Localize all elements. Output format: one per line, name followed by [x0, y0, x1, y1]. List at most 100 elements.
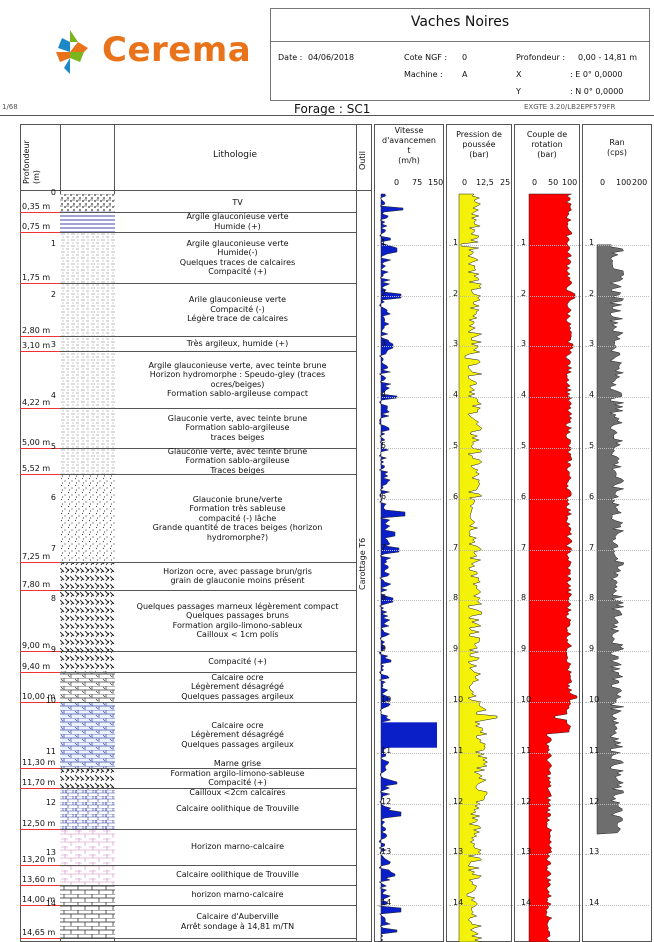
layer-description: Horizon marno-calcaire — [190, 842, 285, 852]
log-gridline — [449, 702, 513, 703]
log-curve — [528, 193, 578, 942]
log-gridline — [377, 346, 441, 348]
depth-tick-label: 9 — [50, 645, 56, 655]
litho-layer-0 — [60, 194, 115, 212]
log-gridline — [377, 295, 441, 297]
y-label: Y — [516, 87, 521, 96]
depth-mark-line — [20, 702, 60, 703]
depth-tick-label: 11 — [45, 746, 56, 756]
log-depth-tick: 6 — [521, 491, 527, 501]
depth-tick-label: 5 — [50, 442, 56, 451]
pression-scale-0: 0 — [462, 178, 468, 187]
log-gridline — [585, 651, 649, 653]
log-depth-tick: 11 — [589, 745, 600, 755]
layer-depth-label: 2,80 m — [22, 326, 51, 336]
layer-boundary-line — [20, 590, 356, 592]
ran-header: Ran (cps) — [607, 138, 627, 157]
layer-description: Calcaire ocre Légèrement désagrégé Quelque… — [181, 720, 294, 749]
layer-boundary-line — [20, 702, 356, 703]
litho-layer-7 — [60, 448, 115, 475]
page-number: 1/68 — [2, 103, 18, 111]
log-depth-tick: 5 — [589, 441, 595, 450]
log-gridline — [517, 702, 581, 703]
litho-layer-10 — [60, 590, 115, 652]
depth-tick-label: 14 — [45, 899, 56, 909]
log-depth-tick: 8 — [453, 593, 459, 603]
log-depth-tick: 9 — [453, 644, 459, 654]
cerema-logo-icon — [56, 30, 88, 74]
pression-header: Pression de poussée (bar) — [456, 130, 502, 159]
log-depth-tick: 9 — [521, 644, 527, 654]
vitesse-header: Vitesse d'avancemen t (m/h) — [382, 126, 436, 165]
outil-header: Outil — [358, 151, 367, 170]
layer-boundary-line — [20, 671, 356, 673]
header-row-line — [20, 190, 372, 191]
layer-depth-label: 12,50 m — [22, 819, 56, 828]
cote-label: Cote NGF : — [404, 53, 448, 62]
litho-header: Lithologie — [212, 150, 257, 160]
layer-boundary-line — [20, 562, 356, 564]
log-gridline — [377, 752, 441, 754]
ran-scale-2: 200 — [632, 178, 648, 187]
log-gridline — [377, 702, 441, 703]
depth-mark-line — [20, 590, 60, 592]
litho-layer-4 — [60, 336, 115, 352]
layer-description: Horizon ocre, avec passage brun/gris grai… — [163, 566, 312, 586]
log-gridline — [517, 600, 581, 602]
x-label: X — [516, 70, 522, 79]
log-gridline — [517, 346, 581, 348]
log-depth-tick: 7 — [589, 542, 595, 552]
layer-depth-label: 7,25 m — [22, 552, 51, 562]
litho-layer-18 — [60, 884, 115, 906]
layer-description: Très argileux, humide (+) — [186, 339, 289, 349]
layer-description: Calcaire oolithique de Trouville — [176, 803, 299, 813]
layer-description: horizon marno-calcaire — [191, 890, 284, 900]
log-block — [381, 722, 437, 748]
litho-layer-17 — [60, 864, 115, 885]
log-gridline — [585, 600, 649, 602]
log-depth-tick: 7 — [381, 542, 387, 552]
ran-scale-1: 100 — [616, 178, 632, 187]
ran-scale-0: 0 — [600, 178, 606, 187]
log-gridline — [449, 549, 513, 551]
litho-layer-15 — [60, 788, 115, 829]
x-value: : E 0° 0,0000 — [570, 70, 623, 79]
depth-mark-line — [20, 232, 60, 234]
depth-mark-line — [20, 562, 60, 564]
log-gridline — [517, 397, 581, 399]
layer-description: Argile glauconieuse verte Humide (+) — [186, 212, 289, 231]
log-gridline — [377, 244, 441, 246]
logo-text: Cerema — [102, 30, 252, 70]
log-depth-tick: 5 — [381, 441, 387, 450]
layer-boundary-line — [20, 282, 356, 284]
layer-depth-label: 0,75 m — [22, 222, 51, 232]
layer-boundary-line — [20, 232, 356, 234]
log-gridline — [449, 803, 513, 805]
layer-boundary-line — [20, 829, 356, 830]
log-depth-tick: 11 — [521, 745, 532, 755]
log-depth-tick: 11 — [453, 745, 464, 755]
layer-depth-label: 11,30 m — [22, 758, 56, 768]
log-gridline — [585, 549, 649, 551]
log-gridline — [585, 752, 649, 754]
litho-layer-2 — [60, 232, 115, 283]
date-value: 04/06/2018 — [308, 53, 355, 62]
log-depth-tick: 7 — [453, 542, 459, 552]
log-depth-tick: 8 — [521, 593, 527, 603]
log-depth-tick: 2 — [521, 288, 527, 298]
log-depth-tick: 2 — [453, 288, 459, 298]
layer-depth-label: 7,80 m — [22, 580, 51, 590]
log-gridline — [449, 905, 513, 907]
litho-layer-12 — [60, 671, 115, 702]
log-depth-tick: 9 — [381, 644, 387, 654]
layer-boundary-line — [20, 768, 356, 770]
log-depth-tick: 12 — [453, 796, 464, 806]
log-gridline — [449, 448, 513, 449]
layer-depth-label: 14,00 m — [22, 895, 56, 905]
couple-scale-0: 0 — [532, 178, 538, 187]
litho-layer-11 — [60, 651, 115, 672]
depth-mark-line — [20, 788, 60, 790]
log-gridline — [585, 905, 649, 907]
depth-tick-label: 7 — [50, 543, 56, 553]
log-depth-tick: 12 — [589, 796, 600, 806]
